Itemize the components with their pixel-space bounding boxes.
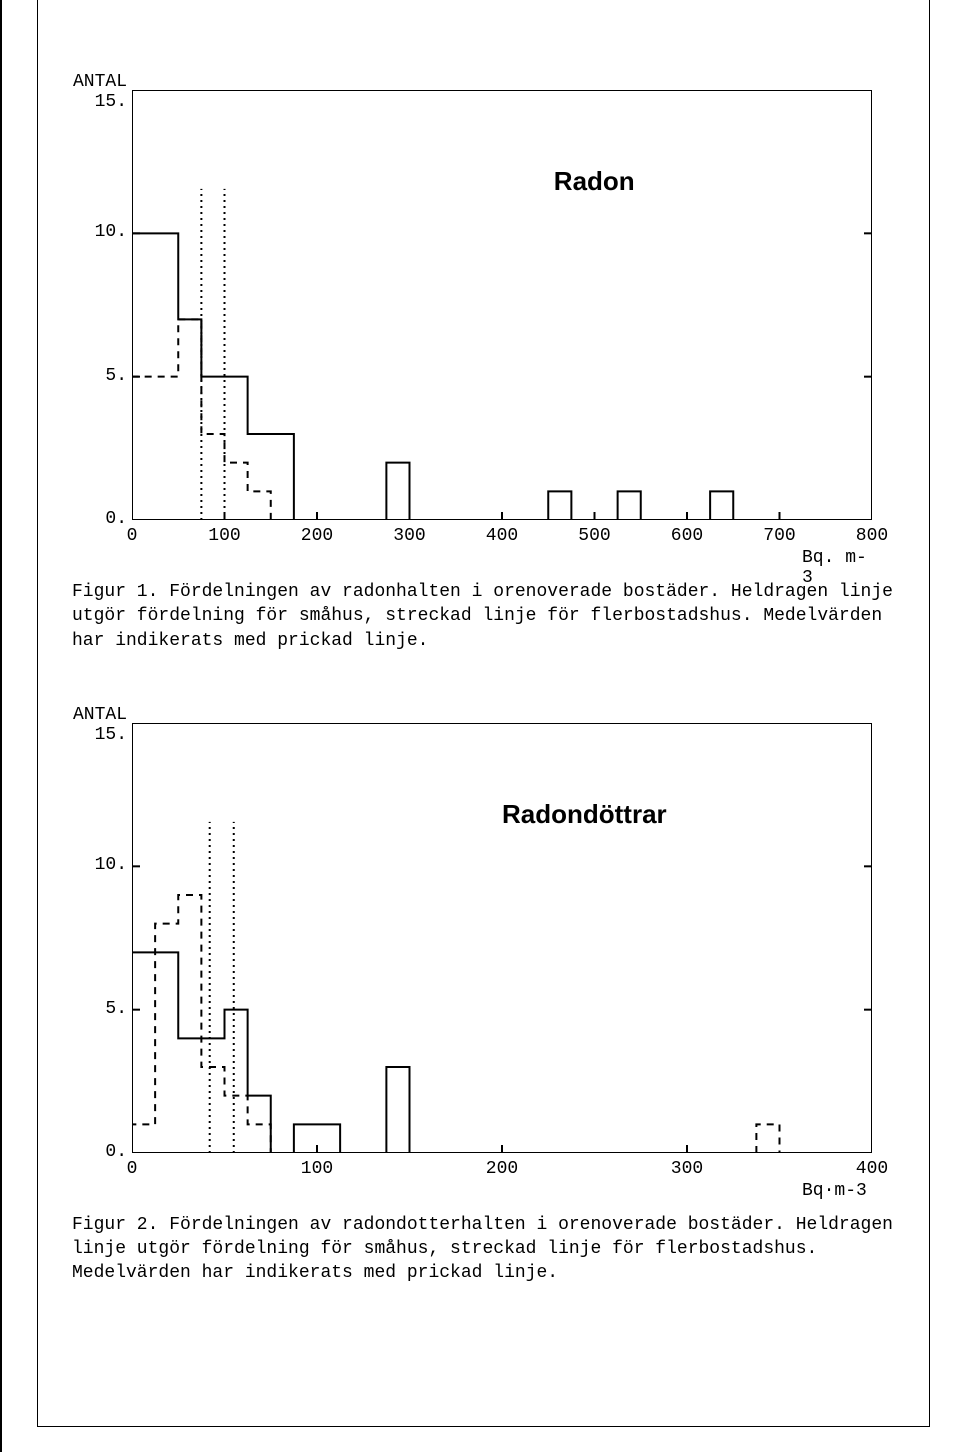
y-max-text: 15. xyxy=(95,92,127,112)
y-axis-label: ANTAL 15. xyxy=(37,705,127,745)
x-tick-label: 800 xyxy=(856,526,888,546)
x-tick-label: 500 xyxy=(578,526,610,546)
x-tick-label: 0 xyxy=(127,1159,138,1179)
y-max-text: 15. xyxy=(95,725,127,745)
x-tick-label: 300 xyxy=(393,526,425,546)
page: ANTAL 15. Radon 0. 5. 10. 0 100 200 300 400 500 60… xyxy=(0,0,960,1452)
x-axis-label: Bq·m-3 xyxy=(802,1181,867,1201)
series-småhus xyxy=(132,233,733,520)
figure-2-chart: ANTAL 15. Radondöttrar0.5.10.01002003004… xyxy=(132,723,872,1153)
x-tick-label: 100 xyxy=(208,526,240,546)
x-tick-label: 200 xyxy=(486,1159,518,1179)
figure-2-caption: Figur 2. Fördelningen av radondotterhalt… xyxy=(72,1213,910,1286)
x-tick-label: 400 xyxy=(486,526,518,546)
y-tick-label: 0. xyxy=(82,509,127,529)
figure-2: ANTAL 15. Radondöttrar0.5.10.01002003004… xyxy=(62,723,920,1286)
chart-title: Radondöttrar xyxy=(502,799,667,830)
figure-1: ANTAL 15. Radon0.5.10.010020030040050060… xyxy=(62,90,920,653)
y-tick-label: 10. xyxy=(82,222,127,242)
figure-1-chart: ANTAL 15. Radon0.5.10.010020030040050060… xyxy=(132,90,872,520)
x-tick-label: 0 xyxy=(127,526,138,546)
chart-svg xyxy=(132,90,872,520)
y-axis-label: ANTAL 15. xyxy=(37,72,127,112)
x-axis-label: Bq. m-3 xyxy=(802,548,872,588)
chart-svg xyxy=(132,723,872,1153)
y-tick-label: 5. xyxy=(82,999,127,1019)
y-axis-text: ANTAL xyxy=(73,72,127,92)
figure-1-caption: Figur 1. Fördelningen av radonhalten i o… xyxy=(72,580,910,653)
x-tick-label: 600 xyxy=(671,526,703,546)
series-flerbostadshus xyxy=(132,895,780,1153)
x-tick-label: 200 xyxy=(301,526,333,546)
x-tick-label: 300 xyxy=(671,1159,703,1179)
y-tick-label: 10. xyxy=(82,855,127,875)
x-tick-label: 400 xyxy=(856,1159,888,1179)
x-tick-label: 100 xyxy=(301,1159,333,1179)
chart-title: Radon xyxy=(554,166,635,197)
series-småhus xyxy=(132,952,410,1153)
y-axis-text: ANTAL xyxy=(73,705,127,725)
y-tick-label: 0. xyxy=(82,1142,127,1162)
y-tick-label: 5. xyxy=(82,366,127,386)
x-tick-label: 700 xyxy=(763,526,795,546)
